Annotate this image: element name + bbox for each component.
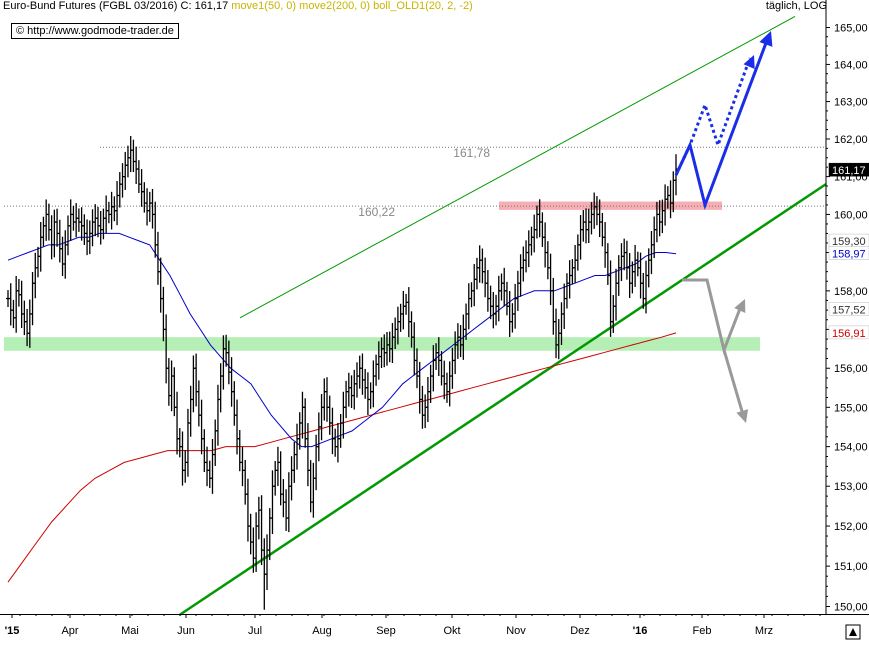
y-axis: 150,00 151,00 152,00 153,00 154,00 155,00 156,… [825,0,869,614]
axis-value-badge-text: 159,30 [832,236,866,248]
bull-scenario-path [674,34,771,211]
y-tick-label: 156,00 [834,363,868,375]
y-tick-label: 160,00 [834,209,868,221]
x-tick-label: Sep [376,625,396,637]
axis-value-badge: 159,30 [828,233,869,248]
x-tick-label: Apr [61,625,78,637]
axis-value-badge: 161,17 [828,162,869,177]
y-tick-label: 162,00 [834,134,868,146]
bull-alt-arrowhead [743,55,755,69]
axis-value-badge-text: 161,17 [832,165,866,177]
legend-boll: boll_OLD1(20, 2, -2) [373,0,473,12]
level-label: 160,22 [358,205,395,219]
legend-move1: move1(50, 0) [231,0,297,12]
bear-down-arrowhead [736,409,749,423]
corner-marker-icon [845,624,861,640]
y-tick-label: 155,00 [834,402,868,414]
bear-down-path [722,349,746,419]
legend-move2: move2(200, 0) [299,0,371,12]
y-tick-label: 165,00 [834,23,868,35]
y-tick-label: 158,00 [834,286,868,298]
channel-upper-line [239,16,796,319]
y-tick-label: 152,00 [834,521,868,533]
channel-lower-line [179,183,827,616]
x-tick-label: '15 [5,625,20,637]
levels-layer: 161,78 160,22 [4,146,826,219]
axis-value-badge-text: 157,52 [832,304,866,316]
y-tick-label: 150,00 [834,602,868,614]
level-label: 161,78 [453,146,490,160]
axis-value-badge: 157,52 [828,302,869,316]
x-tick-label: Mai [121,625,139,637]
x-tick-label: Nov [506,625,526,637]
x-tick-label: Okt [443,625,460,637]
x-tick-label: Jul [248,625,262,637]
bear-scenario-path [682,278,743,356]
x-tick-label: Feb [693,625,712,637]
scenario-arrows-layer [674,31,773,423]
bear-up-arrowhead [734,299,746,313]
x-axis: '15 Apr Mai Jun Jul Aug Sep Okt Nov Dez '16 Feb Mrz [0,614,869,640]
price-bars-layer [6,135,678,610]
axis-value-badge: 158,97 [828,246,869,261]
axis-value-badge-text: 158,97 [832,249,866,261]
x-tick-label: Mrz [755,625,773,637]
y-tick-label: 164,00 [834,59,868,71]
instrument-title: Euro-Bund Futures (FGBL 03/2016) C: 161,… [3,0,229,12]
channel-layer [179,16,827,616]
copyright-label: © http://www.godmode-trader.de [11,23,179,39]
x-tick-label: Dez [570,625,590,637]
timeframe-label: täglich, LOG [765,0,827,12]
y-tick-label: 163,00 [834,97,868,109]
x-tick-label: Aug [312,625,332,637]
chart-header: Euro-Bund Futures (FGBL 03/2016) C: 161,… [3,0,473,12]
axis-value-badge: 156,91 [828,325,869,340]
x-tick-label: Jun [177,625,195,637]
y-tick-label: 151,00 [834,561,868,573]
axis-value-badge-text: 156,91 [832,328,866,340]
x-tick-label: '16 [633,625,648,637]
bull-scenario-arrowhead [759,31,773,47]
y-tick-label: 153,00 [834,481,868,493]
y-tick-label: 154,00 [834,442,868,454]
